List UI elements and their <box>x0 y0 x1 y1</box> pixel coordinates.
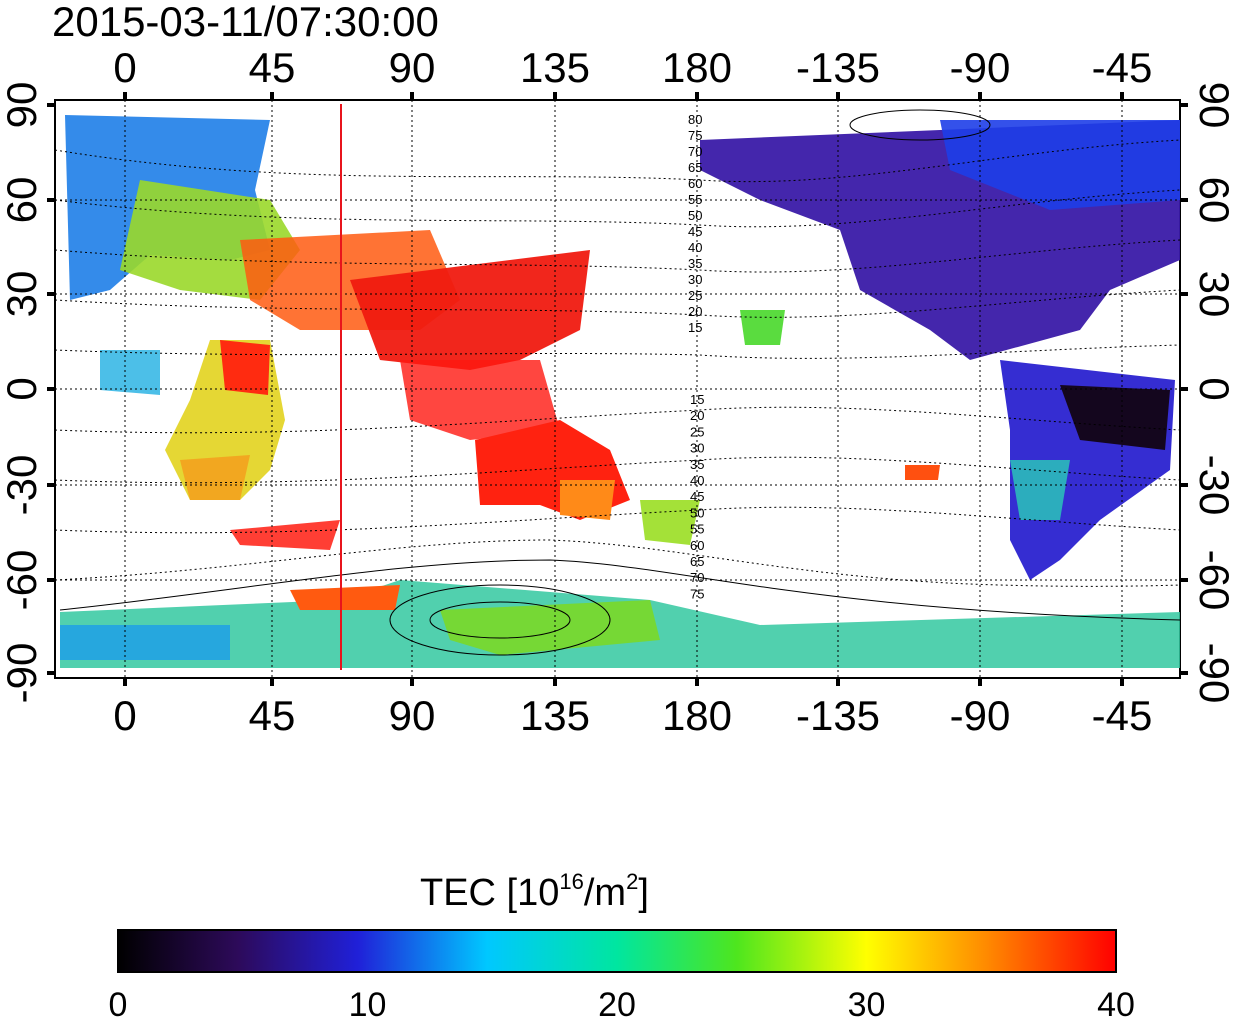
tec-region-antarctica-pacific <box>440 600 660 655</box>
right-lat-tick-label: -30 <box>1191 455 1235 516</box>
contour-label: 15 <box>690 392 704 407</box>
bottom-lon-tick-label: 180 <box>662 692 732 739</box>
top-lon-tick-label: 90 <box>389 44 436 91</box>
right-lat-tick-label: -90 <box>1191 643 1235 704</box>
left-lat-tick-label: 0 <box>0 377 45 400</box>
contour-label: 45 <box>688 224 702 239</box>
contour-label: 70 <box>690 570 704 585</box>
colorbar-tick-label: 40 <box>1097 986 1135 1021</box>
contour-label: 35 <box>688 256 702 271</box>
contour-label: 60 <box>688 176 702 191</box>
tec-data-layer <box>60 115 1180 668</box>
colorbar-gradient <box>117 929 1117 973</box>
contour-label: 30 <box>688 272 702 287</box>
colorbar-tick-label: 30 <box>848 986 886 1021</box>
bottom-axis-ticks <box>123 678 1124 686</box>
left-lat-tick-labels: 90 60 30 0 -30 -60 -90 <box>0 82 45 704</box>
top-lon-tick-labels: 0 45 90 135 180 -135 -90 -45 <box>113 44 1152 91</box>
bottom-lon-tick-label: -135 <box>796 692 880 739</box>
right-lat-tick-label: 90 <box>1191 82 1235 129</box>
contour-label: 75 <box>690 586 704 601</box>
timestamp-title: 2015-03-11/07:30:00 <box>52 0 439 45</box>
top-lon-tick-label: -90 <box>950 44 1011 91</box>
tec-region-south-pacific <box>905 465 940 480</box>
tec-region-antarctic-warm <box>290 585 400 610</box>
top-axis-ticks <box>123 92 1124 100</box>
tec-region-antarctica-atlantic <box>60 625 230 660</box>
bottom-lon-tick-label: -45 <box>1092 692 1153 739</box>
top-lon-tick-label: -45 <box>1092 44 1153 91</box>
left-lat-tick-label: -60 <box>0 550 45 611</box>
contour-label: 15 <box>688 320 702 335</box>
bottom-lon-tick-labels: 0 45 90 135 180 -135 -90 -45 <box>113 692 1152 739</box>
contour-lines <box>55 109 1180 656</box>
tec-region-south-africa <box>180 455 250 500</box>
colorbar-tick-label: 20 <box>598 986 636 1021</box>
contour-label: 60 <box>690 538 704 553</box>
left-lat-tick-label: 30 <box>0 271 45 318</box>
contour-label: 30 <box>690 441 704 456</box>
left-lat-tick-label: -90 <box>0 643 45 704</box>
top-lon-tick-label: 0 <box>113 44 136 91</box>
contour-label: 80 <box>688 112 702 127</box>
tec-region-indonesia <box>400 360 560 440</box>
top-lon-tick-label: 180 <box>662 44 732 91</box>
right-lat-tick-label: 30 <box>1191 271 1235 318</box>
left-lat-tick-label: 90 <box>0 82 45 129</box>
contour-label: 45 <box>690 489 704 504</box>
top-lon-tick-label: 45 <box>249 44 296 91</box>
tec-region-east-africa <box>220 340 270 395</box>
contour-label: 25 <box>690 424 704 439</box>
colorbar-tick-labels: 0 10 20 30 40 <box>109 986 1135 1021</box>
left-lat-tick-label: 60 <box>0 177 45 224</box>
contour-label: 35 <box>690 457 704 472</box>
contour-label: 70 <box>688 144 702 159</box>
side-axis-ticks <box>47 103 1188 675</box>
contour-label: 50 <box>690 505 704 520</box>
right-lat-tick-label: 0 <box>1191 377 1235 400</box>
graticule <box>55 100 1180 678</box>
colorbar: TEC [1016/m2] 0 10 20 30 40 <box>109 869 1135 1021</box>
top-lon-tick-label: -135 <box>796 44 880 91</box>
contour-label: 25 <box>688 288 702 303</box>
left-lat-tick-label: -30 <box>0 455 45 516</box>
contour-label: 65 <box>690 554 704 569</box>
tec-region-brazil <box>1060 385 1170 450</box>
contour-label: 50 <box>688 208 702 223</box>
top-lon-tick-label: 135 <box>520 44 590 91</box>
contour-label: 55 <box>690 522 704 537</box>
colorbar-label: TEC [1016/m2] <box>420 869 649 914</box>
tec-region-se-australia <box>560 480 615 520</box>
colorbar-tick-label: 0 <box>109 986 128 1021</box>
right-lat-tick-label: 60 <box>1191 177 1235 224</box>
bottom-lon-tick-label: -90 <box>950 692 1011 739</box>
bottom-lon-tick-label: 90 <box>389 692 436 739</box>
bottom-lon-tick-label: 45 <box>249 692 296 739</box>
contour-label: 20 <box>690 408 704 423</box>
colorbar-tick-label: 10 <box>349 986 387 1021</box>
contour-label: 40 <box>690 473 704 488</box>
tec-region-west-africa <box>100 350 160 395</box>
bottom-lon-tick-label: 135 <box>520 692 590 739</box>
tec-region-canada <box>940 120 1180 210</box>
contour-label: 65 <box>688 160 702 175</box>
tec-region-chile <box>1010 460 1070 520</box>
contour-label: 20 <box>688 304 702 319</box>
tec-region-south-indian <box>230 520 340 550</box>
contour-label: 75 <box>688 128 702 143</box>
tec-region-hawaii <box>740 310 785 345</box>
right-lat-tick-label: -60 <box>1191 550 1235 611</box>
right-lat-tick-labels: 90 60 30 0 -30 -60 -90 <box>1191 82 1235 704</box>
bottom-lon-tick-label: 0 <box>113 692 136 739</box>
contour-label: 40 <box>688 240 702 255</box>
contour-label: 55 <box>688 192 702 207</box>
